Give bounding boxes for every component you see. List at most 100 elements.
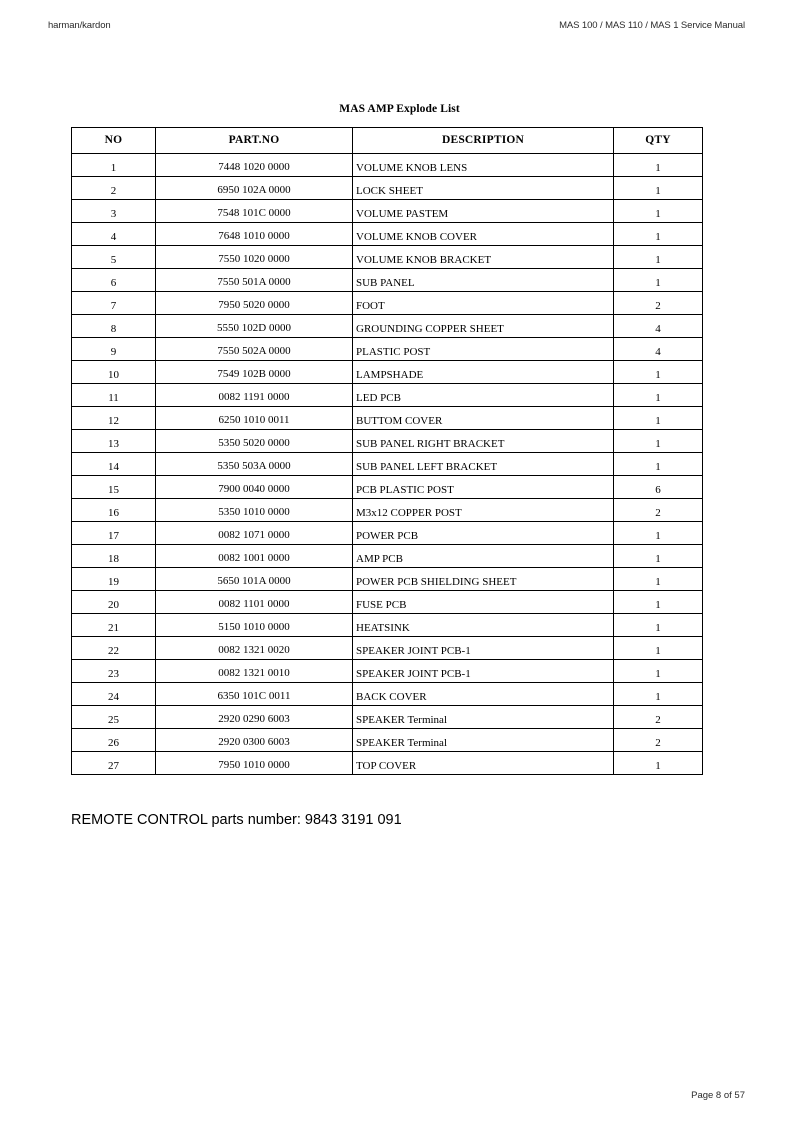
cell-description: SPEAKER JOINT PCB-1 bbox=[352, 636, 614, 660]
cell-no: 10 bbox=[71, 360, 156, 384]
cell-part-no: 7550 1020 0000 bbox=[155, 245, 353, 269]
cell-part-no: 0082 1191 0000 bbox=[155, 383, 353, 407]
cell-no: 8 bbox=[71, 314, 156, 338]
cell-description: SUB PANEL bbox=[352, 268, 614, 292]
cell-qty: 1 bbox=[613, 613, 703, 637]
cell-no: 21 bbox=[71, 613, 156, 637]
cell-no: 5 bbox=[71, 245, 156, 269]
cell-qty: 4 bbox=[613, 337, 703, 361]
cell-qty: 1 bbox=[613, 590, 703, 614]
cell-no: 7 bbox=[71, 291, 156, 315]
cell-no: 4 bbox=[71, 222, 156, 246]
cell-qty: 2 bbox=[613, 728, 703, 752]
cell-qty: 1 bbox=[613, 153, 703, 177]
cell-no: 15 bbox=[71, 475, 156, 499]
cell-part-no: 7550 502A 0000 bbox=[155, 337, 353, 361]
cell-part-no: 5350 5020 0000 bbox=[155, 429, 353, 453]
table-row: 11 0082 1191 0000 LED PCB 1 bbox=[71, 383, 703, 407]
cell-part-no: 5350 1010 0000 bbox=[155, 498, 353, 522]
column-header-desc: DESCRIPTION bbox=[352, 127, 614, 154]
table-row: 26 2920 0300 6003 SPEAKER Terminal 2 bbox=[71, 728, 703, 752]
cell-no: 2 bbox=[71, 176, 156, 200]
cell-description: FOOT bbox=[352, 291, 614, 315]
cell-description: SPEAKER JOINT PCB-1 bbox=[352, 659, 614, 683]
table-row: 13 5350 5020 0000 SUB PANEL RIGHT BRACKET 1 bbox=[71, 429, 703, 453]
table-row: 27 7950 1010 0000 TOP COVER 1 bbox=[71, 751, 703, 775]
cell-qty: 1 bbox=[613, 199, 703, 223]
cell-description: VOLUME KNOB LENS bbox=[352, 153, 614, 177]
cell-description: POWER PCB bbox=[352, 521, 614, 545]
cell-qty: 1 bbox=[613, 521, 703, 545]
running-header: harman/kardon MAS 100 / MAS 110 / MAS 1 … bbox=[48, 20, 745, 34]
cell-no: 27 bbox=[71, 751, 156, 775]
cell-part-no: 7548 101C 0000 bbox=[155, 199, 353, 223]
cell-no: 9 bbox=[71, 337, 156, 361]
cell-part-no: 2920 0300 6003 bbox=[155, 728, 353, 752]
cell-no: 11 bbox=[71, 383, 156, 407]
parts-table-body: 1 7448 1020 0000 VOLUME KNOB LENS 1 2 6950 10… bbox=[71, 153, 703, 775]
column-header-qty: QTY bbox=[613, 127, 703, 154]
cell-description: BUTTOM COVER bbox=[352, 406, 614, 430]
cell-part-no: 0082 1001 0000 bbox=[155, 544, 353, 568]
cell-no: 6 bbox=[71, 268, 156, 292]
table-row: 21 5150 1010 0000 HEATSINK 1 bbox=[71, 613, 703, 637]
table-row: 19 5650 101A 0000 POWER PCB SHIELDING SHEE… bbox=[71, 567, 703, 591]
column-header-part: PART.NO bbox=[155, 127, 353, 154]
manual-title: MAS 100 / MAS 110 / MAS 1 Service Manual bbox=[559, 20, 745, 31]
brand-name: harman/kardon bbox=[48, 20, 111, 31]
table-row: 23 0082 1321 0010 SPEAKER JOINT PCB-1 1 bbox=[71, 659, 703, 683]
cell-description: SUB PANEL LEFT BRACKET bbox=[352, 452, 614, 476]
cell-description: LED PCB bbox=[352, 383, 614, 407]
cell-qty: 1 bbox=[613, 383, 703, 407]
cell-qty: 1 bbox=[613, 222, 703, 246]
cell-description: HEATSINK bbox=[352, 613, 614, 637]
cell-qty: 1 bbox=[613, 544, 703, 568]
cell-no: 19 bbox=[71, 567, 156, 591]
table-row: 6 7550 501A 0000 SUB PANEL 1 bbox=[71, 268, 703, 292]
cell-part-no: 2920 0290 6003 bbox=[155, 705, 353, 729]
cell-part-no: 7950 5020 0000 bbox=[155, 291, 353, 315]
cell-part-no: 7549 102B 0000 bbox=[155, 360, 353, 384]
cell-no: 25 bbox=[71, 705, 156, 729]
cell-description: VOLUME PASTEM bbox=[352, 199, 614, 223]
cell-part-no: 6950 102A 0000 bbox=[155, 176, 353, 200]
cell-qty: 2 bbox=[613, 498, 703, 522]
cell-part-no: 7950 1010 0000 bbox=[155, 751, 353, 775]
cell-no: 17 bbox=[71, 521, 156, 545]
cell-qty: 1 bbox=[613, 176, 703, 200]
table-row: 17 0082 1071 0000 POWER PCB 1 bbox=[71, 521, 703, 545]
cell-part-no: 5350 503A 0000 bbox=[155, 452, 353, 476]
column-header-no: NO bbox=[71, 127, 156, 154]
cell-no: 3 bbox=[71, 199, 156, 223]
cell-qty: 1 bbox=[613, 268, 703, 292]
page-number: Page 8 of 57 bbox=[691, 1090, 745, 1101]
cell-part-no: 6250 1010 0011 bbox=[155, 406, 353, 430]
cell-no: 24 bbox=[71, 682, 156, 706]
cell-qty: 2 bbox=[613, 291, 703, 315]
table-row: 12 6250 1010 0011 BUTTOM COVER 1 bbox=[71, 406, 703, 430]
table-row: 5 7550 1020 0000 VOLUME KNOB BRACKET 1 bbox=[71, 245, 703, 269]
cell-part-no: 0082 1321 0020 bbox=[155, 636, 353, 660]
cell-qty: 1 bbox=[613, 452, 703, 476]
table-row: 7 7950 5020 0000 FOOT 2 bbox=[71, 291, 703, 315]
table-row: 18 0082 1001 0000 AMP PCB 1 bbox=[71, 544, 703, 568]
table-row: 15 7900 0040 0000 PCB PLASTIC POST 6 bbox=[71, 475, 703, 499]
cell-part-no: 5650 101A 0000 bbox=[155, 567, 353, 591]
cell-qty: 1 bbox=[613, 245, 703, 269]
cell-no: 16 bbox=[71, 498, 156, 522]
table-row: 14 5350 503A 0000 SUB PANEL LEFT BRACKET 1 bbox=[71, 452, 703, 476]
table-row: 20 0082 1101 0000 FUSE PCB 1 bbox=[71, 590, 703, 614]
cell-description: TOP COVER bbox=[352, 751, 614, 775]
page-title: MAS AMP Explode List bbox=[339, 103, 460, 115]
cell-description: SPEAKER Terminal bbox=[352, 705, 614, 729]
cell-no: 13 bbox=[71, 429, 156, 453]
cell-description: AMP PCB bbox=[352, 544, 614, 568]
table-row: 22 0082 1321 0020 SPEAKER JOINT PCB-1 1 bbox=[71, 636, 703, 660]
cell-qty: 1 bbox=[613, 636, 703, 660]
cell-description: LAMPSHADE bbox=[352, 360, 614, 384]
cell-no: 26 bbox=[71, 728, 156, 752]
cell-qty: 4 bbox=[613, 314, 703, 338]
cell-description: SPEAKER Terminal bbox=[352, 728, 614, 752]
cell-no: 20 bbox=[71, 590, 156, 614]
